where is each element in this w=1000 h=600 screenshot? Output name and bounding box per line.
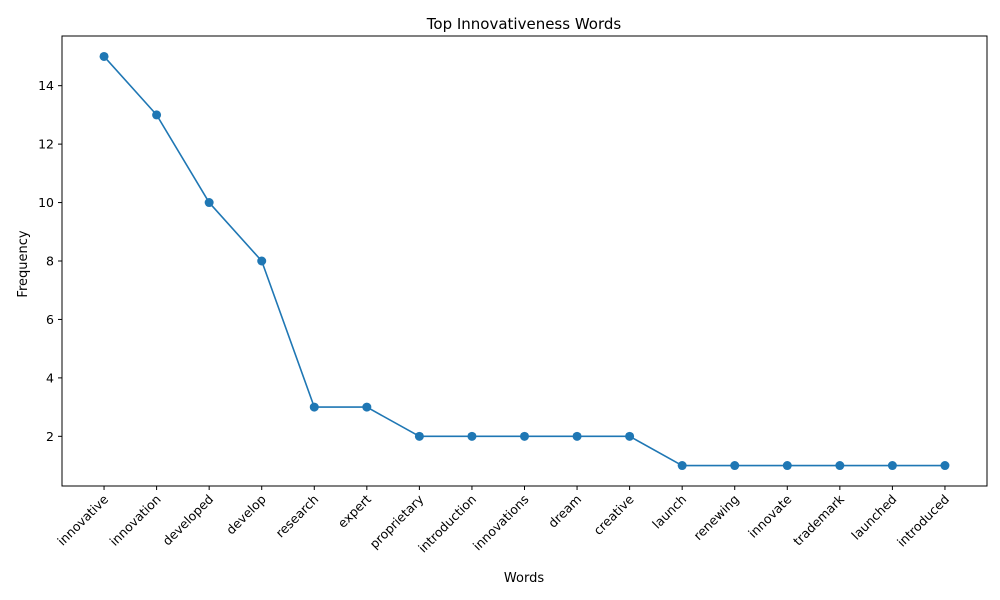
data-point: [782, 461, 792, 471]
y-axis-ticks: 2 4 6 8 10 12 14: [38, 78, 62, 444]
data-point: [414, 431, 424, 441]
data-point: [730, 461, 740, 471]
data-point: [257, 256, 267, 266]
data-point: [467, 431, 477, 441]
y-axis-label: Frequency: [16, 230, 31, 297]
x-axis-label: Words: [504, 571, 544, 586]
data-point: [309, 402, 319, 412]
data-point: [99, 51, 109, 61]
y-tick-label: 4: [46, 370, 54, 385]
data-point: [677, 461, 687, 471]
data-point: [362, 402, 372, 412]
data-point: [204, 198, 214, 208]
y-tick-label: 2: [46, 429, 54, 444]
y-tick-label: 10: [38, 195, 54, 210]
data-point: [887, 461, 897, 471]
data-point: [940, 461, 950, 471]
series-layer: [99, 51, 950, 471]
y-tick-label: 6: [46, 312, 54, 327]
y-tick-label: 14: [38, 78, 54, 93]
data-point: [835, 461, 845, 471]
y-tick-label: 8: [46, 254, 54, 269]
data-point: [572, 431, 582, 441]
data-point: [520, 431, 529, 441]
data-point: [152, 110, 162, 120]
chart-title: Top Innovativeness Words: [426, 15, 622, 33]
data-point: [625, 431, 635, 441]
y-tick-label: 12: [38, 137, 54, 152]
